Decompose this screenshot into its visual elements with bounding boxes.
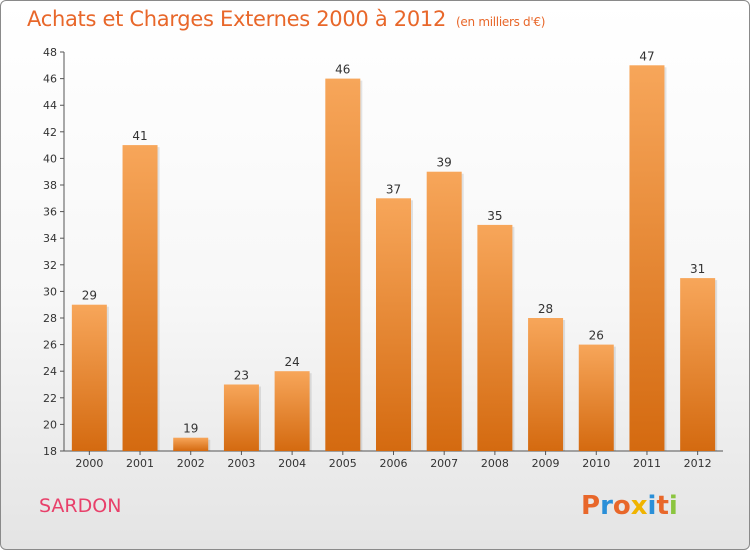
y-tick-label: 30 <box>43 285 57 298</box>
x-tick-label: 2012 <box>684 457 712 470</box>
y-tick-label: 48 <box>43 46 57 59</box>
x-tick-label: 2001 <box>126 457 154 470</box>
y-tick-label: 18 <box>43 445 57 458</box>
x-tick-label: 2005 <box>329 457 357 470</box>
x-tick-label: 2002 <box>177 457 205 470</box>
logo-letter: P <box>581 491 601 521</box>
y-tick-label: 38 <box>43 179 57 192</box>
bar-value-label: 41 <box>132 129 147 143</box>
bar <box>629 65 665 452</box>
y-tick-label: 26 <box>43 339 57 352</box>
bar <box>426 171 462 451</box>
bar <box>173 437 209 451</box>
unit-text: (en milliers d'€) <box>456 15 546 29</box>
bar <box>528 318 564 451</box>
bar-value-label: 46 <box>335 63 350 77</box>
bar-value-label: 31 <box>690 262 705 276</box>
y-tick-label: 24 <box>43 365 57 378</box>
bar-value-label: 24 <box>284 355 299 369</box>
x-tick-label: 2006 <box>380 457 408 470</box>
bar <box>578 344 614 451</box>
x-tick-label: 2008 <box>481 457 509 470</box>
bar-value-label: 35 <box>487 209 502 223</box>
logo-letter: x <box>630 491 648 521</box>
y-tick-label: 28 <box>43 312 57 325</box>
x-tick-label: 2009 <box>532 457 560 470</box>
logo-letter: i <box>647 491 657 521</box>
proxiti-logo: Proxiti <box>581 491 678 521</box>
logo-letter: i <box>668 491 678 521</box>
logo-letter: t <box>656 491 669 521</box>
labels: 29 41 19 23 24 46 37 39 35 28 26 47 31 <box>82 49 706 435</box>
bar <box>223 384 259 451</box>
y-tick-label: 20 <box>43 418 57 431</box>
y-tick-label: 42 <box>43 126 57 139</box>
bar <box>71 304 107 451</box>
logo-letter: r <box>600 491 613 521</box>
chart-title: Achats et Charges Externes 2000 à 2012 (e… <box>27 7 545 31</box>
axes: 18 20 22 24 26 28 30 32 34 36 38 40 42 44 46 48 2000 2001… <box>43 46 723 470</box>
x-tick-label: 2004 <box>278 457 306 470</box>
y-tick-label: 32 <box>43 259 57 272</box>
x-tick-label: 2011 <box>633 457 661 470</box>
y-tick-label: 36 <box>43 206 57 219</box>
y-tick-label: 40 <box>43 152 57 165</box>
bar <box>325 78 361 451</box>
bar <box>274 371 310 451</box>
bar-value-label: 47 <box>639 49 654 63</box>
title-text: Achats et Charges Externes 2000 à 2012 <box>27 7 447 31</box>
x-tick-label: 2010 <box>582 457 610 470</box>
bar-value-label: 29 <box>82 289 97 303</box>
bar <box>477 224 513 451</box>
x-tick-label: 2003 <box>227 457 255 470</box>
bar-value-label: 28 <box>538 302 553 316</box>
y-tick-label: 44 <box>43 99 57 112</box>
bar <box>680 278 716 451</box>
bars <box>71 65 718 452</box>
bar <box>376 198 411 451</box>
bar-value-label: 26 <box>589 329 604 343</box>
y-tick-label: 34 <box>43 232 57 245</box>
bar-value-label: 39 <box>437 156 452 170</box>
x-tick-label: 2007 <box>430 457 458 470</box>
bar-value-label: 19 <box>183 422 198 436</box>
bar <box>122 145 158 451</box>
y-tick-label: 22 <box>43 392 57 405</box>
x-tick-label: 2000 <box>75 457 103 470</box>
logo-letter: o <box>612 491 631 521</box>
bar-value-label: 37 <box>386 182 401 196</box>
commune-name: SARDON <box>39 495 122 517</box>
y-tick-label: 46 <box>43 73 57 86</box>
bar-value-label: 23 <box>234 369 249 383</box>
